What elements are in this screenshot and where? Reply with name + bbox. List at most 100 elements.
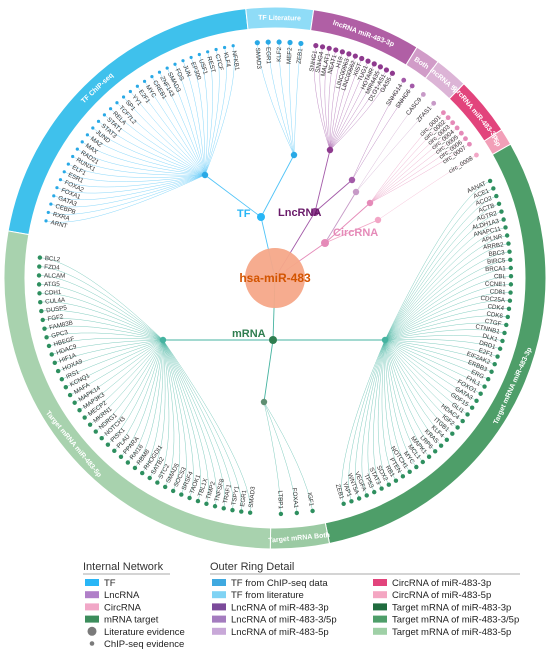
edge-eif2ak2 xyxy=(384,339,495,365)
trunk-edge-8 xyxy=(324,219,379,244)
legend-label-circrna: CircRNA xyxy=(104,602,142,613)
sub-hub-4 xyxy=(352,188,360,196)
edge-foxa1 xyxy=(263,401,298,514)
gene-dot-snhg1 xyxy=(313,42,319,49)
edge-ndrg1 xyxy=(95,339,164,432)
gene-label-arnt: ARNT xyxy=(50,219,68,230)
edge-cul4a xyxy=(40,301,164,341)
edge-creb1 xyxy=(151,76,206,176)
edge-notch3 xyxy=(101,339,164,439)
gene-label-xist: XIST xyxy=(352,62,364,78)
ring-segment-target-mrna-mir-483-5p xyxy=(3,230,272,550)
edge-sp1 xyxy=(123,96,206,176)
sub-hub-3 xyxy=(348,176,356,184)
edge-dlk1 xyxy=(384,335,503,342)
gene-dot-fhl1 xyxy=(482,384,487,389)
edge-aplnr xyxy=(384,235,508,341)
gene-label-e2f1: E2F1 xyxy=(478,347,495,359)
edge-zeb1 xyxy=(293,43,302,156)
edge-snhg4 xyxy=(319,46,331,151)
legend-label-circrna-of-mir-483-3p: CircRNA of miR-483-3p xyxy=(392,578,491,589)
sub-hub-0 xyxy=(201,171,209,179)
gene-label-drd1: DRD1 xyxy=(478,339,497,351)
edge-dusp5 xyxy=(41,310,164,341)
edge-stc2 xyxy=(157,339,170,483)
edge-brca1 xyxy=(384,267,511,341)
gene-dot-circ-0002 xyxy=(445,115,451,121)
edge-tspy1 xyxy=(162,339,234,511)
edge-cbl xyxy=(384,275,511,341)
gene-dot-irs1 xyxy=(59,377,65,382)
gene-label-cdh1: CDH1 xyxy=(44,289,62,297)
edge-map3k3 xyxy=(79,339,164,411)
edge-rhogdi1 xyxy=(142,339,164,474)
gene-dot-ndrg1 xyxy=(93,429,98,434)
edge-actb xyxy=(384,203,500,341)
edge-smad3 xyxy=(166,67,206,176)
gene-dot-rb1 xyxy=(393,478,399,483)
gene-label-cdk6: CDK6 xyxy=(486,310,504,320)
gene-dot-cbl xyxy=(508,273,514,279)
gene-dot-foxo1 xyxy=(478,391,483,396)
edge-itgb1 xyxy=(384,339,453,434)
legend-swatch-tf-from-chip-seq-data xyxy=(212,579,226,586)
gene-dot-yap1 xyxy=(349,499,354,504)
gene-label-cul4a: CUL4A xyxy=(45,297,66,306)
edge-snhg14 xyxy=(351,80,404,181)
trunk-edge-3 xyxy=(314,149,331,213)
gene-dot-tug1 xyxy=(365,58,371,64)
edge-nfkb1 xyxy=(204,45,235,176)
gene-dot-rad21 xyxy=(75,147,79,151)
gene-label-snhg1: SNHG1 xyxy=(308,49,319,72)
gene-dot-circ-0006 xyxy=(463,136,468,142)
edge-plau xyxy=(114,339,164,452)
gene-dot-notch1 xyxy=(407,469,412,474)
gene-label-arrb2: ARRB2 xyxy=(483,241,505,251)
gene-dot-map3k3 xyxy=(77,408,82,413)
gene-dot-brca1 xyxy=(508,265,513,271)
edge-mapk14 xyxy=(74,339,164,403)
sub-hub-9 xyxy=(260,398,268,406)
edge-h19 xyxy=(329,51,343,151)
gene-label-ccne1: CCNE1 xyxy=(485,281,507,289)
gene-dot-rbm8 xyxy=(132,465,138,471)
edge-foxo1 xyxy=(384,339,481,394)
gene-label-fgf2: FGF2 xyxy=(47,313,64,323)
edge-cdk6 xyxy=(384,315,508,341)
gene-dot-rhogdi1 xyxy=(140,470,145,476)
edge-rai16 xyxy=(127,339,164,463)
outer-ring xyxy=(3,6,547,550)
gene-dot-egr1 xyxy=(265,39,271,45)
gene-label-smad3: SMAD3 xyxy=(248,486,257,508)
network-edges xyxy=(39,42,511,514)
edge-hdac4 xyxy=(384,339,463,422)
legend-label-tf-from-literature: TF from literature xyxy=(231,590,304,601)
edge-arrb2 xyxy=(384,243,509,341)
gene-dot-tbl1x xyxy=(195,498,201,504)
edge-kras xyxy=(384,339,442,446)
edge-hdac9 xyxy=(51,339,164,355)
sub-hub-5 xyxy=(366,199,374,207)
legend-swatch-lncrna xyxy=(85,591,99,599)
gene-dot-circ-0005 xyxy=(458,130,464,136)
gene-dot-rela xyxy=(108,107,113,111)
edge-circ-0008 xyxy=(377,154,477,221)
gene-dot-mcl1 xyxy=(420,459,425,465)
legend-swatch-circrna xyxy=(85,603,99,611)
trunk-edge-1 xyxy=(260,154,295,218)
edge-hotair xyxy=(329,63,375,151)
legend-swatch-target-mrna-of-mir-483-5p xyxy=(373,627,387,635)
edge-arnt xyxy=(45,174,206,223)
trunk-edge-13 xyxy=(263,339,274,403)
gene-label-jun: JUN xyxy=(181,64,192,78)
gene-label-actb: ACTB xyxy=(478,203,496,215)
legend-outer-title: Outer Ring Detail xyxy=(210,561,294,573)
edge-erbb3 xyxy=(384,339,492,372)
edge-taok1 xyxy=(162,339,194,499)
gene-label-smad3: SMAD3 xyxy=(254,47,263,69)
gene-dot-itgb1 xyxy=(450,431,455,436)
edge-yy1 xyxy=(130,91,206,176)
gene-dot-mecp2 xyxy=(82,415,87,420)
